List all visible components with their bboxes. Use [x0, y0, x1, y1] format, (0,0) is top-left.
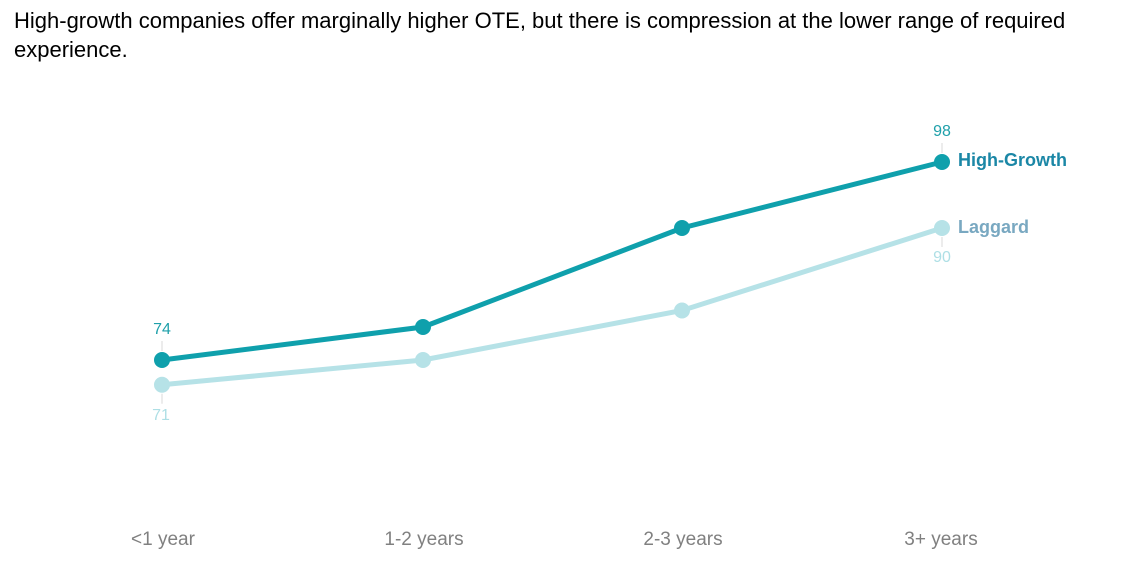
series-label-high-growth: High-Growth: [958, 150, 1067, 170]
series-line-laggard: [159, 225, 945, 388]
x-axis-label-lt1-year: <1 year: [131, 529, 195, 550]
page-title: High-growth companies offer marginally h…: [14, 8, 1066, 62]
data-point-laggard: [154, 376, 170, 393]
data-point-high-growth: [674, 220, 690, 236]
value-label-high-growth-first: 74: [153, 321, 171, 338]
data-point-high-growth: [154, 352, 170, 368]
data-point-laggard: [934, 220, 950, 236]
series-label-laggard: Laggard: [958, 217, 1030, 237]
data-point-laggard: [415, 352, 431, 368]
series-line-high-growth: [159, 159, 945, 363]
data-point-high-growth: [415, 319, 431, 335]
x-axis-label-3-plus-years: 3+ years: [904, 529, 978, 550]
value-label-high-growth-last: 98: [933, 123, 951, 140]
value-label-laggard-last: 90: [933, 249, 951, 266]
data-point-laggard: [674, 302, 690, 319]
x-axis-label-2-3-years: 2-3 years: [643, 529, 723, 550]
value-label-laggard-first: 71: [152, 407, 170, 424]
data-point-high-growth: [934, 154, 950, 170]
x-axis-label-1-2-years: 1-2 years: [384, 529, 464, 550]
